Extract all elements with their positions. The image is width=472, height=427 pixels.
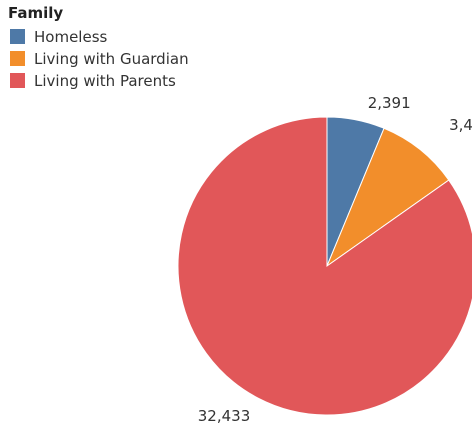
pie-slice-3	[177, 116, 472, 416]
legend-title: Family	[8, 4, 63, 22]
legend-label-3: Living with Parents	[34, 72, 176, 90]
data-label-3: 32,433	[198, 407, 251, 425]
pie-slice-2	[325, 127, 450, 268]
legend: Family Homeless Living with Guardian Livin…	[8, 4, 189, 90]
legend-swatch-3	[10, 73, 25, 88]
legend-items: Homeless Living with Guardian Living with …	[10, 28, 189, 90]
legend-swatch-1	[10, 29, 25, 44]
pie-slices	[177, 116, 472, 416]
pie-data-labels: 2,391 3,432 32,433	[198, 94, 472, 425]
legend-swatch-2	[10, 51, 25, 66]
legend-label-2: Living with Guardian	[34, 50, 189, 68]
data-label-2: 3,432	[449, 116, 472, 134]
data-label-1: 2,391	[368, 94, 411, 112]
legend-label-1: Homeless	[34, 28, 108, 46]
